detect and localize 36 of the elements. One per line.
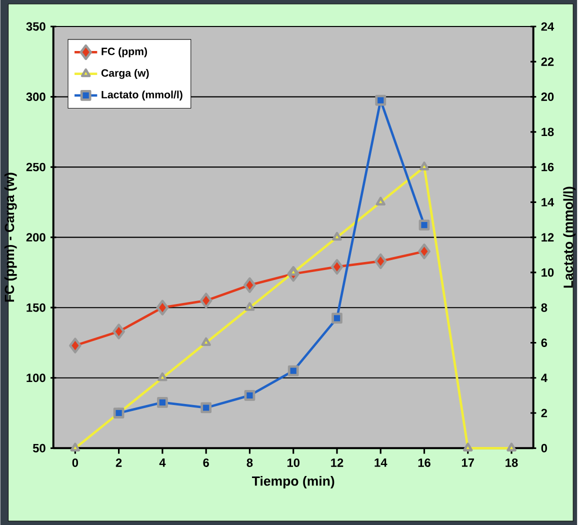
y-tick-label: 50 [32, 444, 46, 452]
legend-label: Lactato (mmol/l) [102, 90, 182, 100]
y2-tick-label: 24 [541, 22, 554, 31]
x-tick-label: 10 [287, 458, 300, 467]
y2-tick-label: 14 [542, 198, 554, 206]
y-tick-label: 250 [26, 162, 46, 172]
y2-tick-label: 2 [541, 408, 548, 418]
x-tick-label: 16 [418, 458, 430, 467]
y2-axis-title: Lactato (mmol/l) [563, 186, 576, 288]
y2-tick-label: 12 [542, 233, 554, 242]
x-axis-title: Tiempo (min) [252, 476, 334, 488]
y2-tick-label: 20 [541, 92, 554, 101]
legend-label: Carga (w) [101, 68, 149, 79]
x-tick-label: 14 [374, 458, 388, 467]
y2-tick-label: 4 [541, 374, 548, 382]
x-tick-label: 17 [462, 458, 474, 467]
y2-tick-label: 22 [541, 57, 554, 66]
y2-tick-label: 10 [542, 268, 554, 277]
y2-tick-label: 6 [541, 338, 548, 347]
y-tick-label: 150 [26, 303, 46, 312]
x-tick-label: 4 [159, 458, 166, 467]
y2-tick-label: 0 [541, 444, 548, 452]
x-tick-label: 2 [116, 458, 122, 467]
y-tick-label: 200 [26, 233, 46, 242]
x-tick-label: 6 [203, 458, 209, 467]
y-tick-label: 350 [26, 22, 46, 31]
x-tick-label: 18 [506, 458, 518, 467]
x-tick-label: 12 [331, 458, 344, 467]
y2-tick-label: 16 [542, 162, 554, 172]
y2-tick-label: 18 [542, 128, 554, 136]
x-tick-label: 0 [72, 458, 78, 467]
y2-tick-label: 8 [541, 303, 548, 312]
legend-label: FC (ppm) [102, 47, 147, 58]
x-tick-label: 8 [246, 458, 253, 467]
y-tick-label: 300 [26, 92, 46, 101]
y-tick-label: 100 [26, 374, 46, 382]
